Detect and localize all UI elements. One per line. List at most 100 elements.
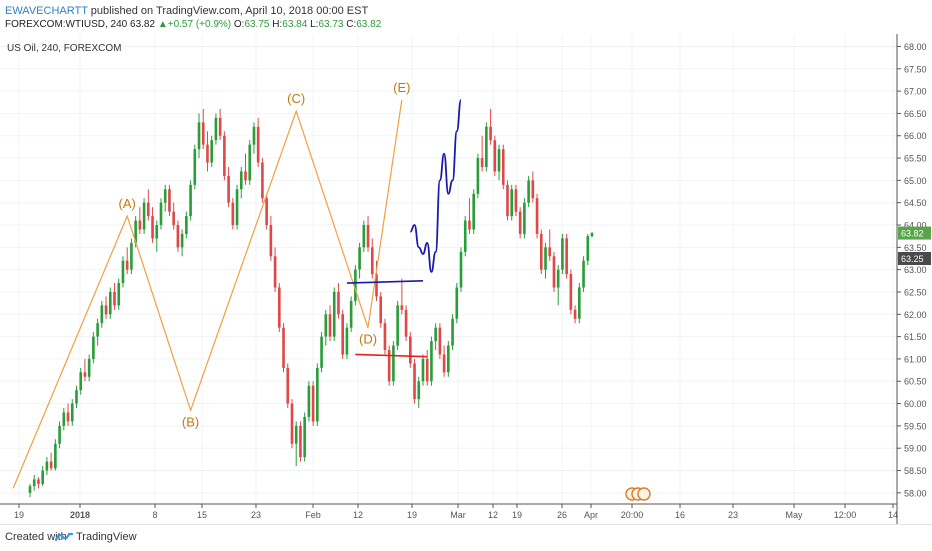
candle bbox=[201, 108, 205, 150]
candle-body bbox=[442, 354, 446, 373]
earnings-events-icon[interactable] bbox=[625, 487, 651, 501]
candle-body bbox=[134, 220, 137, 243]
candle bbox=[214, 113, 218, 145]
candle-body bbox=[269, 225, 273, 257]
candle bbox=[256, 117, 260, 167]
candle bbox=[41, 466, 44, 487]
chart-grid bbox=[0, 34, 897, 504]
x-tick-label: 12 bbox=[488, 510, 498, 520]
low-value: 63.73 bbox=[318, 19, 344, 30]
candle bbox=[493, 135, 497, 176]
candle-body bbox=[108, 291, 112, 315]
x-tick-label: 23 bbox=[728, 510, 738, 520]
candle bbox=[138, 207, 142, 234]
candle-body bbox=[565, 238, 568, 275]
candle-body bbox=[28, 486, 32, 493]
candle-body bbox=[573, 309, 577, 319]
candle-body bbox=[163, 189, 167, 203]
y-tick-label: 58.00 bbox=[904, 488, 927, 498]
tradingview-brand[interactable]: TradingView bbox=[76, 531, 137, 543]
time-axis[interactable]: 19 2018 8 15 23 Feb 12 19 Mar 12 19 26 Apr 20:00 16 23 M… bbox=[0, 503, 898, 520]
candle bbox=[506, 180, 509, 221]
candle-body bbox=[548, 247, 552, 257]
candle-body bbox=[434, 327, 437, 342]
x-tick-label: 2018 bbox=[70, 510, 90, 520]
candle bbox=[104, 296, 108, 319]
candle-body bbox=[193, 149, 197, 185]
candle bbox=[320, 332, 323, 373]
candle-body bbox=[337, 291, 340, 315]
x-tick-label: Mar bbox=[450, 510, 466, 520]
candle-body bbox=[125, 260, 129, 270]
candle bbox=[332, 287, 336, 342]
up-triangle-icon: ▲ bbox=[157, 19, 168, 30]
candle-body bbox=[142, 202, 146, 230]
candle bbox=[159, 198, 163, 230]
candle bbox=[96, 318, 99, 346]
candle-body bbox=[590, 233, 594, 237]
candle bbox=[87, 354, 91, 382]
candle-body bbox=[75, 390, 78, 404]
author-link[interactable]: EWAVECHARTT bbox=[5, 5, 88, 17]
y-tick-label: 64.00 bbox=[904, 221, 927, 231]
candle bbox=[349, 296, 353, 333]
candle bbox=[387, 345, 391, 386]
candle-body bbox=[244, 171, 247, 181]
candle-body bbox=[83, 372, 87, 377]
candle bbox=[49, 452, 53, 471]
candle-body bbox=[54, 443, 57, 469]
candle-body bbox=[430, 341, 433, 382]
candle bbox=[70, 399, 74, 426]
candle bbox=[66, 403, 70, 426]
candle-body bbox=[41, 470, 44, 484]
candle bbox=[438, 323, 442, 359]
candle-body bbox=[501, 149, 505, 185]
candle-body bbox=[307, 385, 311, 417]
candle-body bbox=[451, 318, 454, 346]
candle-body bbox=[417, 381, 421, 400]
candle-body bbox=[400, 305, 404, 310]
candle-body bbox=[256, 126, 260, 163]
candle-body bbox=[489, 126, 492, 141]
price-chart[interactable]: (A) (B) (C) (D) (E) 58.00 58.50 59.00 59.50 60.0… bbox=[0, 34, 932, 524]
candle bbox=[578, 283, 581, 324]
candle bbox=[142, 198, 146, 234]
candle bbox=[130, 238, 133, 275]
candle bbox=[485, 122, 488, 172]
candle bbox=[586, 233, 590, 266]
candle bbox=[468, 198, 471, 234]
x-tick-label: May bbox=[785, 510, 803, 520]
candle-body bbox=[408, 336, 412, 364]
candle-body bbox=[303, 416, 306, 458]
candle bbox=[100, 300, 104, 328]
candle bbox=[231, 198, 235, 230]
candles bbox=[28, 108, 594, 498]
candle-body bbox=[447, 345, 450, 373]
candle-body bbox=[70, 403, 74, 422]
candle-body bbox=[172, 211, 175, 226]
candle bbox=[345, 323, 349, 359]
candle-body bbox=[117, 283, 121, 306]
candle bbox=[569, 269, 573, 315]
x-tick-label: 8 bbox=[152, 510, 157, 520]
candle-body bbox=[32, 479, 36, 487]
candle bbox=[497, 144, 501, 181]
candle bbox=[556, 265, 560, 306]
candle bbox=[366, 216, 370, 252]
candle-body bbox=[569, 274, 573, 310]
price-axis[interactable]: 58.00 58.50 59.00 59.50 60.00 60.50 61.00 61.50… bbox=[896, 34, 932, 524]
candle bbox=[210, 135, 214, 167]
candle bbox=[531, 171, 535, 203]
candle-body bbox=[320, 336, 323, 368]
high-value: 63.84 bbox=[282, 19, 308, 30]
candle bbox=[235, 184, 239, 230]
candle bbox=[277, 283, 281, 333]
candle bbox=[265, 193, 268, 230]
price-axis-bg bbox=[897, 34, 932, 524]
y-tick-label: 62.50 bbox=[904, 287, 927, 297]
y-tick-label: 63.00 bbox=[904, 265, 927, 275]
close-value: 63.82 bbox=[356, 19, 382, 30]
y-tick-label: 65.00 bbox=[904, 176, 927, 186]
candle-body bbox=[261, 162, 264, 199]
candle bbox=[451, 314, 454, 350]
